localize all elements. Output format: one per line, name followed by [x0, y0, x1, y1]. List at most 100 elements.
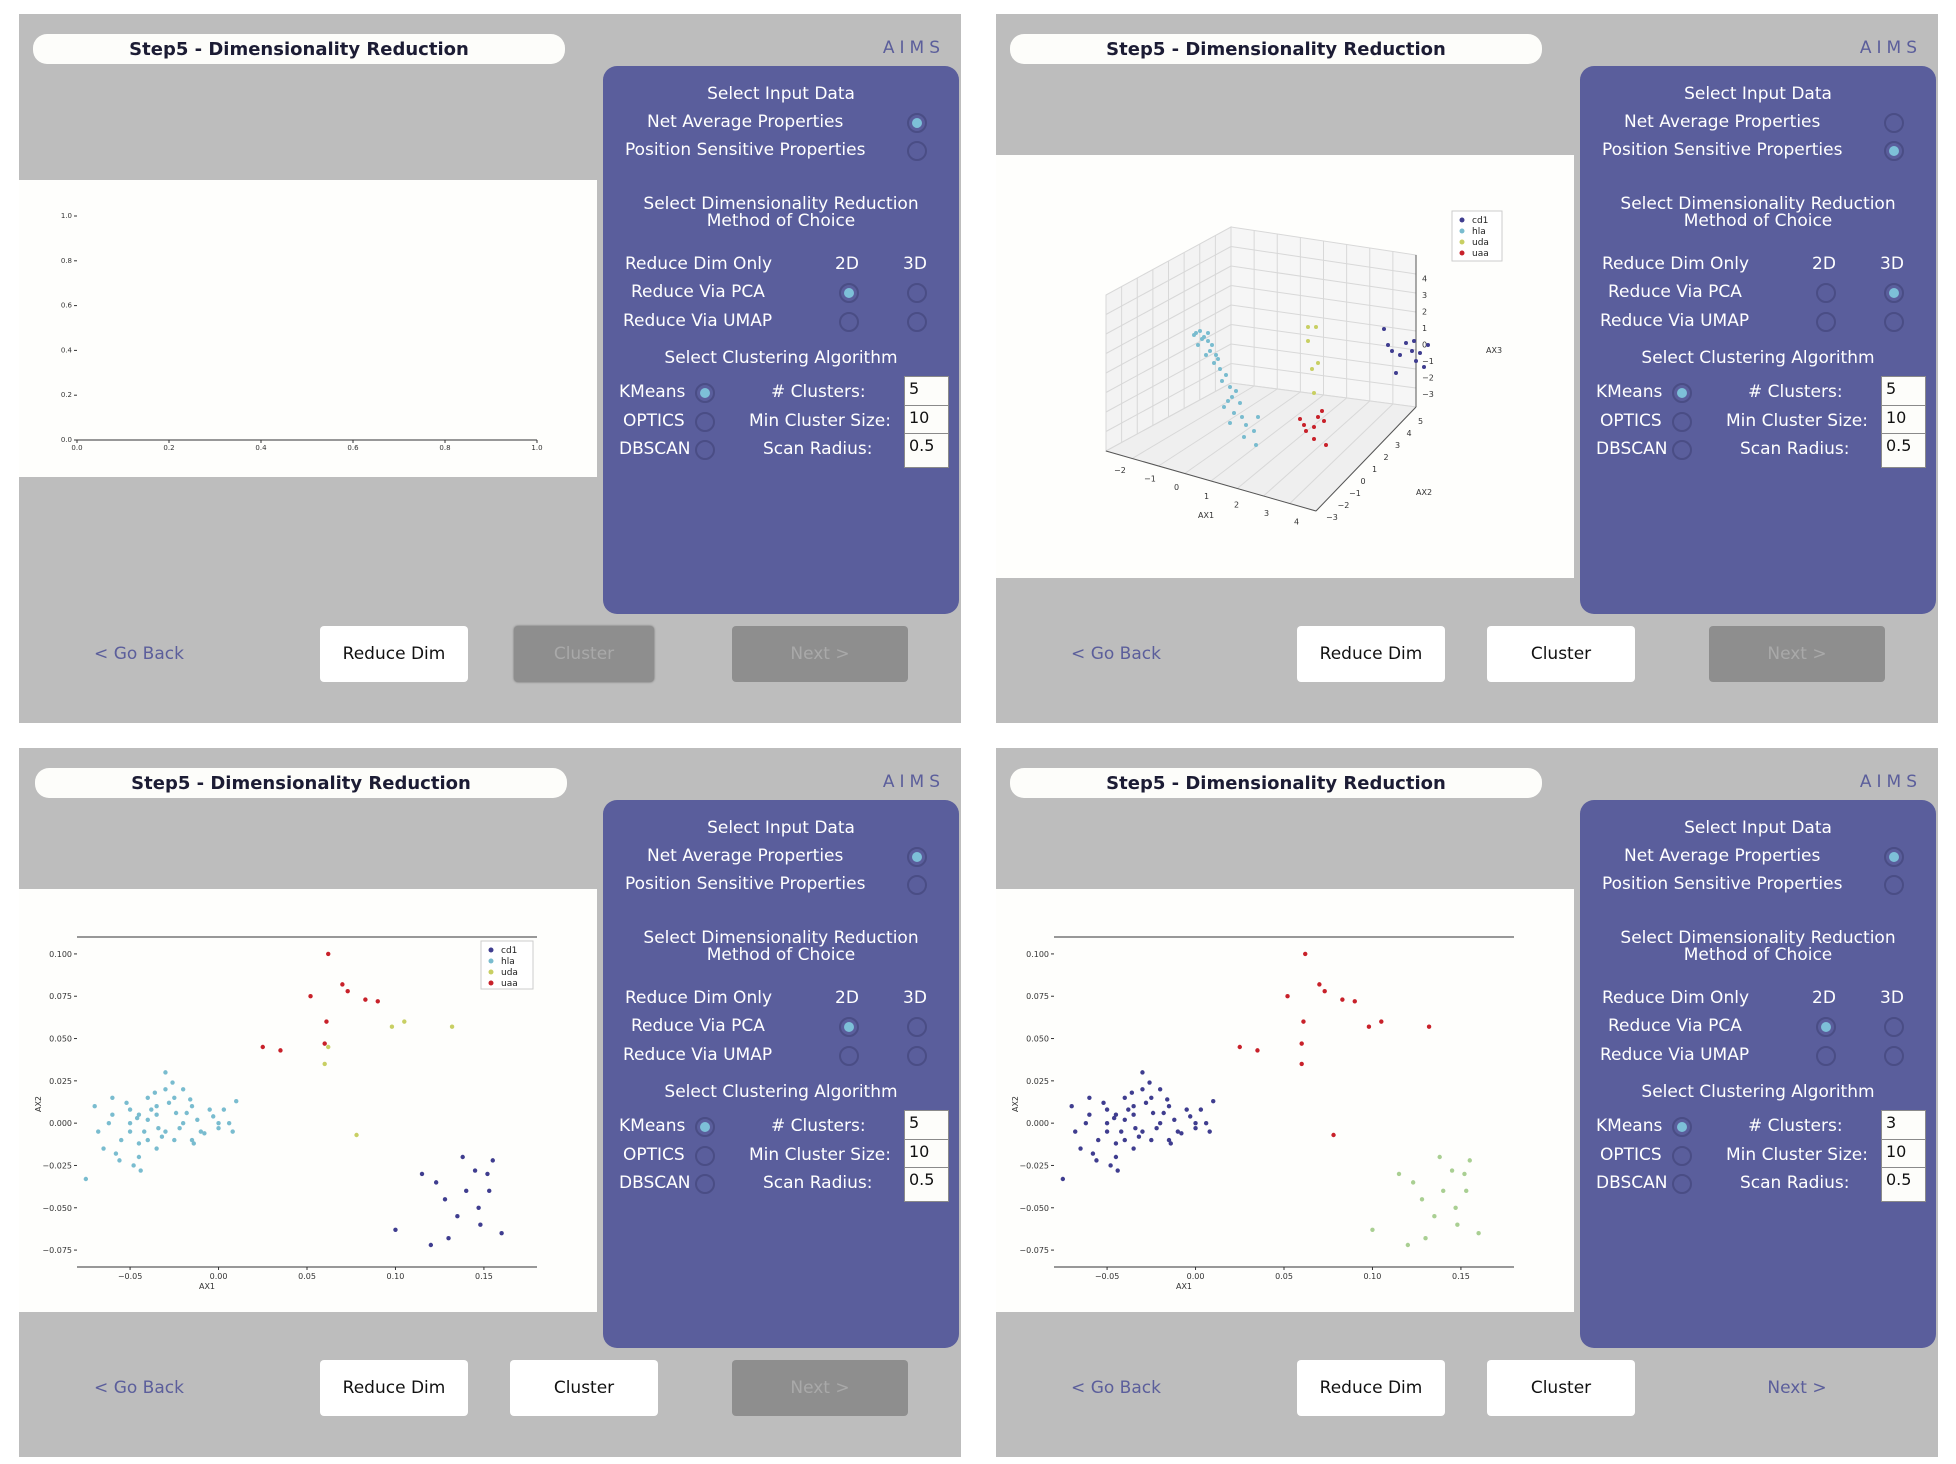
step5-panel: Step5 - Dimensionality Reduction AIMS 0.0 0…	[19, 14, 961, 723]
net-average-radio[interactable]	[1884, 847, 1904, 867]
data-point	[1244, 423, 1248, 427]
dbscan-radio[interactable]	[1672, 440, 1692, 460]
pca-2d-radio[interactable]	[839, 283, 859, 303]
umap-3d-radio[interactable]	[907, 312, 927, 332]
umap-2d-radio[interactable]	[839, 312, 859, 332]
cluster-button[interactable]: Cluster	[1487, 626, 1635, 682]
data-point	[322, 1061, 327, 1067]
umap-2d-radio[interactable]	[839, 1046, 859, 1066]
data-point	[1317, 982, 1322, 987]
umap-3d-radio[interactable]	[1884, 1046, 1904, 1066]
scan-radius-input[interactable]: 0.5	[1881, 1167, 1926, 1202]
net-average-radio[interactable]	[1884, 113, 1904, 133]
reduce-umap-label: Reduce Via UMAP	[623, 1045, 773, 1065]
data-point	[1390, 349, 1394, 353]
data-point	[1096, 1137, 1101, 1143]
pca-3d-radio[interactable]	[907, 283, 927, 303]
kmeans-radio[interactable]	[695, 1117, 715, 1137]
dbscan-radio[interactable]	[695, 1174, 715, 1194]
select-input-heading: Select Input Data	[707, 818, 855, 838]
position-sensitive-radio[interactable]	[907, 875, 927, 895]
brand-logo: AIMS	[1859, 772, 1922, 792]
data-point	[1131, 1104, 1136, 1109]
scan-radius-label: Scan Radius:	[1740, 439, 1850, 459]
pca-2d-radio[interactable]	[839, 1017, 859, 1037]
data-point	[110, 1112, 115, 1117]
data-point	[1140, 1129, 1145, 1134]
z-tick-label: 1	[1422, 324, 1427, 333]
y-tick-label: 0.050	[1026, 1035, 1049, 1044]
reduce-dim-button[interactable]: Reduce Dim	[320, 626, 468, 682]
z-tick-label: 0	[1422, 341, 1427, 350]
data-point	[389, 1024, 395, 1029]
pca-3d-radio[interactable]	[1884, 283, 1904, 303]
x-tick-label: 4	[1294, 518, 1299, 527]
data-point	[163, 1087, 168, 1092]
kmeans-radio[interactable]	[695, 383, 715, 403]
next-button[interactable]: Next >	[1767, 1378, 1827, 1398]
dbscan-label: DBSCAN	[619, 1173, 691, 1193]
data-point	[1432, 1214, 1437, 1219]
data-point	[1426, 1024, 1432, 1029]
reduce-pca-label: Reduce Via PCA	[1608, 1016, 1742, 1036]
go-back-link[interactable]: < Go Back	[94, 644, 184, 664]
umap-3d-radio[interactable]	[1884, 312, 1904, 332]
reduce-dim-button[interactable]: Reduce Dim	[1297, 1360, 1445, 1416]
pca-2d-radio[interactable]	[1816, 1017, 1836, 1037]
data-point	[1143, 1100, 1149, 1106]
scan-radius-input[interactable]: 0.5	[904, 433, 949, 468]
data-point	[1198, 329, 1202, 333]
legend-marker	[1459, 228, 1465, 234]
go-back-link[interactable]: < Go Back	[1071, 644, 1161, 664]
dbscan-radio[interactable]	[1672, 1174, 1692, 1194]
go-back-link[interactable]: < Go Back	[1071, 1378, 1161, 1398]
dbscan-radio[interactable]	[695, 440, 715, 460]
position-sensitive-radio[interactable]	[1884, 141, 1904, 161]
grid-line	[1289, 403, 1394, 504]
kmeans-radio[interactable]	[1672, 383, 1692, 403]
scan-radius-input[interactable]: 0.5	[904, 1167, 949, 1202]
net-average-radio[interactable]	[907, 847, 927, 867]
grid-line	[1210, 394, 1324, 482]
umap-2d-radio[interactable]	[1816, 1046, 1836, 1066]
data-point	[106, 1120, 112, 1126]
position-sensitive-radio[interactable]	[907, 141, 927, 161]
reduce-dim-only-label: Reduce Dim Only	[625, 254, 772, 274]
data-point	[1382, 327, 1386, 331]
position-sensitive-radio[interactable]	[1884, 875, 1904, 895]
data-point	[221, 1107, 227, 1112]
data-point	[1157, 1120, 1163, 1126]
y-tick-label: −2	[1338, 501, 1350, 510]
reduce-dim-button[interactable]: Reduce Dim	[320, 1360, 468, 1416]
data-point	[326, 951, 331, 957]
reduce-umap-label: Reduce Via UMAP	[623, 311, 773, 331]
umap-2d-radio[interactable]	[1816, 312, 1836, 332]
reduce-dim-only-label: Reduce Dim Only	[1602, 988, 1749, 1008]
optics-radio[interactable]	[1672, 412, 1692, 432]
data-point	[433, 1180, 439, 1185]
optics-radio[interactable]	[1672, 1146, 1692, 1166]
go-back-link[interactable]: < Go Back	[94, 1378, 184, 1398]
pca-3d-radio[interactable]	[1884, 1017, 1904, 1037]
data-point	[1168, 1141, 1173, 1146]
optics-radio[interactable]	[695, 1146, 715, 1166]
min-cluster-size-label: Min Cluster Size:	[1726, 1145, 1868, 1165]
y-tick-label: −0.075	[42, 1246, 72, 1255]
y-tick-label: 5	[1418, 417, 1423, 426]
x-tick-label: 0.2	[163, 444, 174, 452]
net-average-radio[interactable]	[907, 113, 927, 133]
kmeans-radio[interactable]	[1672, 1117, 1692, 1137]
umap-3d-radio[interactable]	[907, 1046, 927, 1066]
page-title: Step5 - Dimensionality Reduction	[1010, 34, 1542, 64]
next-button: Next >	[732, 626, 908, 682]
cluster-button[interactable]: Cluster	[510, 1360, 658, 1416]
z-tick-label: −3	[1422, 390, 1434, 399]
data-point	[1414, 359, 1418, 363]
scan-radius-input[interactable]: 0.5	[1881, 433, 1926, 468]
cluster-button[interactable]: Cluster	[1487, 1360, 1635, 1416]
pca-2d-radio[interactable]	[1816, 283, 1836, 303]
data-point	[1069, 1104, 1074, 1109]
optics-radio[interactable]	[695, 412, 715, 432]
pca-3d-radio[interactable]	[907, 1017, 927, 1037]
reduce-dim-button[interactable]: Reduce Dim	[1297, 626, 1445, 682]
